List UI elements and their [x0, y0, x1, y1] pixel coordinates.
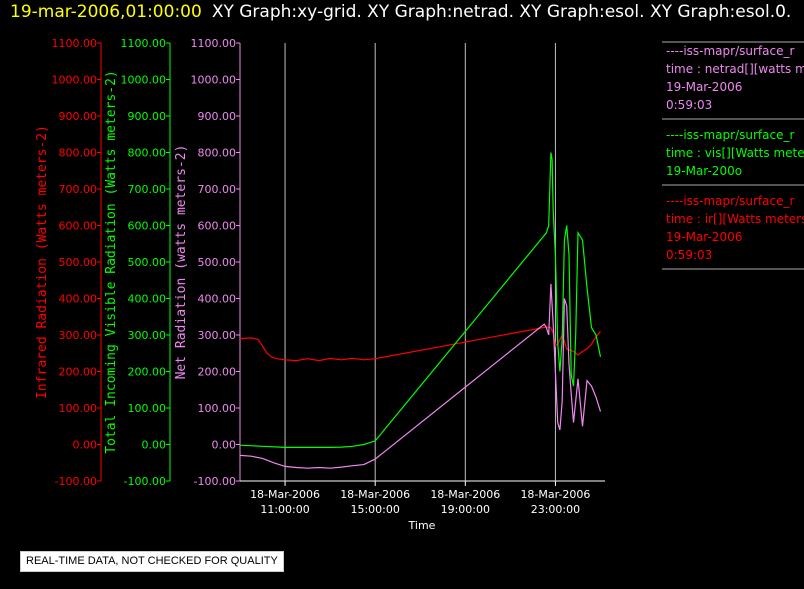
x-tick-label-time-2: 19:00:00 — [441, 503, 490, 516]
x-tick-label-time-3: 23:00:00 — [531, 503, 580, 516]
legend-0-line-1: time : netrad[][watts me — [666, 62, 804, 76]
y-tick-label-2-5: 400.00 — [198, 293, 237, 306]
window-title-bar: 19-mar-2006,01:00:00 XY Graph:xy-grid. XY… — [0, 0, 804, 26]
timestamp: 19-mar-2006,01:00:00 — [10, 2, 202, 22]
x-tick-label-date-1: 18-Mar-2006 — [340, 488, 410, 501]
x-tick-label-date-0: 18-Mar-2006 — [250, 488, 320, 501]
y-tick-label-0-0: -100.00 — [55, 475, 97, 488]
series-line-net — [239, 283, 602, 469]
y-tick-label-2-4: 300.00 — [198, 329, 237, 342]
y-tick-label-2-1: 0.00 — [212, 439, 237, 452]
series-line-ir — [239, 326, 601, 362]
legend-1-line-2: 19-Mar-200o — [666, 164, 742, 178]
x-tick-label-date-3: 18-Mar-2006 — [520, 488, 590, 501]
y-tick-label-0-6: 500.00 — [59, 256, 98, 269]
legend-1-line-0: ----iss-mapr/surface_r — [666, 128, 794, 142]
y-tick-label-0-2: 100.00 — [59, 402, 98, 415]
y-axis-title-1: Total Incoming Visible Radiation (Watts … — [104, 70, 119, 454]
legend-2-line-3: 0:59:03 — [666, 248, 712, 262]
legend-2-line-0: ----iss-mapr/surface_r — [666, 194, 794, 208]
y-tick-label-1-5: 400.00 — [128, 293, 167, 306]
legend-0-line-2: 19-Mar-2006 — [666, 80, 742, 94]
x-tick-label-time-1: 15:00:00 — [350, 503, 399, 516]
y-axis-title-2: Net Radiation (watts meters-2) — [174, 145, 189, 380]
y-tick-label-1-10: 900.00 — [128, 110, 167, 123]
legend-1-line-1: time : vis[][Watts mete — [666, 146, 804, 160]
y-tick-label-2-11: 1000.00 — [191, 74, 237, 87]
y-tick-label-0-3: 200.00 — [59, 366, 98, 379]
y-tick-label-0-1: 0.00 — [73, 439, 98, 452]
x-tick-label-date-2: 18-Mar-2006 — [430, 488, 500, 501]
y-tick-label-0-10: 900.00 — [59, 110, 98, 123]
x-axis-title: Time — [408, 519, 436, 532]
y-tick-label-0-9: 800.00 — [59, 147, 98, 160]
series-line-vis — [239, 152, 602, 448]
y-tick-label-2-7: 600.00 — [198, 220, 237, 233]
y-tick-label-2-3: 200.00 — [198, 366, 237, 379]
legend-0-line-0: ----iss-mapr/surface_r — [666, 44, 794, 58]
y-tick-label-1-3: 200.00 — [128, 366, 167, 379]
y-tick-label-0-7: 600.00 — [59, 220, 98, 233]
y-tick-label-2-12: 1100.00 — [191, 37, 237, 50]
y-tick-label-0-11: 1000.00 — [52, 74, 98, 87]
y-tick-label-2-10: 900.00 — [198, 110, 237, 123]
series-layer — [239, 152, 602, 469]
y-tick-label-2-8: 700.00 — [198, 183, 237, 196]
quality-notice: REAL-TIME DATA, NOT CHECKED FOR QUALITY — [20, 551, 284, 572]
y-tick-label-1-7: 600.00 — [128, 220, 167, 233]
y-tick-label-2-9: 800.00 — [198, 147, 237, 160]
y-tick-label-1-2: 100.00 — [128, 402, 167, 415]
y-tick-label-0-4: 300.00 — [59, 329, 98, 342]
y-tick-label-1-6: 500.00 — [128, 256, 167, 269]
y-tick-label-2-0: -100.00 — [194, 475, 236, 488]
y-tick-label-1-4: 300.00 — [128, 329, 167, 342]
y-tick-label-1-8: 700.00 — [128, 183, 167, 196]
y-tick-label-2-6: 500.00 — [198, 256, 237, 269]
y-tick-label-1-1: 0.00 — [142, 439, 167, 452]
axes-layer: -100.00 0.00 100.00 200.00 300.00 400.00 500.0… — [35, 37, 605, 532]
x-tick-label-time-0: 11:00:00 — [260, 503, 309, 516]
legend-2-line-1: time : ir[][Watts meters — [666, 212, 804, 226]
y-tick-label-1-0: -100.00 — [124, 475, 166, 488]
y-axis-title-0: Infrared Radiation (Watts meters-2) — [35, 125, 50, 399]
graph-titles: XY Graph:xy-grid. XY Graph:netrad. XY Gr… — [211, 2, 792, 22]
y-tick-label-0-8: 700.00 — [59, 183, 98, 196]
y-tick-label-0-5: 400.00 — [59, 293, 98, 306]
y-tick-label-1-12: 1100.00 — [121, 37, 167, 50]
y-tick-label-2-2: 100.00 — [198, 402, 237, 415]
legend-2-line-2: 19-Mar-2006 — [666, 230, 742, 244]
y-tick-label-1-9: 800.00 — [128, 147, 167, 160]
y-tick-label-1-11: 1000.00 — [121, 74, 167, 87]
y-tick-label-0-12: 1100.00 — [52, 37, 98, 50]
legend-0-line-3: 0:59:03 — [666, 98, 712, 112]
